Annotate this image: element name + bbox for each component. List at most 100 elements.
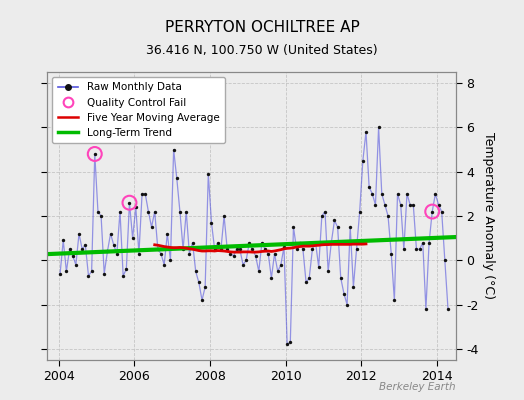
Point <box>438 208 446 215</box>
Point <box>252 253 260 259</box>
Point <box>75 230 83 237</box>
Point <box>311 239 320 246</box>
Point <box>141 191 149 197</box>
Point <box>208 220 216 226</box>
Point <box>255 268 263 274</box>
Point <box>400 246 408 252</box>
Point <box>103 248 112 255</box>
Point <box>425 239 433 246</box>
Point <box>214 239 222 246</box>
Point <box>122 266 130 272</box>
Point <box>100 270 108 277</box>
Point <box>375 124 383 130</box>
Point <box>343 302 351 308</box>
Point <box>409 202 418 208</box>
Point <box>163 230 171 237</box>
Point <box>182 208 190 215</box>
Point <box>191 268 200 274</box>
Point <box>416 246 424 252</box>
Point <box>220 213 228 219</box>
Point <box>381 202 389 208</box>
Point <box>113 250 121 257</box>
Point <box>299 246 307 252</box>
Point <box>277 262 285 268</box>
Text: Berkeley Earth: Berkeley Earth <box>379 382 456 392</box>
Point <box>394 191 402 197</box>
Point <box>292 246 301 252</box>
Point <box>444 306 452 312</box>
Point <box>286 339 294 346</box>
Point <box>69 253 77 259</box>
Point <box>324 268 332 274</box>
Point <box>355 208 364 215</box>
Legend: Raw Monthly Data, Quality Control Fail, Five Year Moving Average, Long-Term Tren: Raw Monthly Data, Quality Control Fail, … <box>52 77 225 143</box>
Point <box>387 250 396 257</box>
Point <box>308 246 316 252</box>
Point <box>84 273 93 279</box>
Point <box>336 275 345 281</box>
Point <box>217 246 225 252</box>
Text: PERRYTON OCHILTREE AP: PERRYTON OCHILTREE AP <box>165 20 359 35</box>
Point <box>412 246 421 252</box>
Y-axis label: Temperature Anomaly (°C): Temperature Anomaly (°C) <box>482 132 495 300</box>
Point <box>242 257 250 264</box>
Point <box>88 268 96 274</box>
Point <box>194 279 203 286</box>
Point <box>358 158 367 164</box>
Point <box>125 200 134 206</box>
Point <box>406 202 414 208</box>
Point <box>397 202 405 208</box>
Point <box>91 151 99 157</box>
Point <box>330 217 339 224</box>
Point <box>296 239 304 246</box>
Point <box>198 297 206 303</box>
Point <box>248 246 257 252</box>
Point <box>172 175 181 182</box>
Point <box>72 262 80 268</box>
Point <box>314 264 323 270</box>
Point <box>261 246 269 252</box>
Point <box>258 239 266 246</box>
Point <box>157 250 165 257</box>
Point <box>144 208 152 215</box>
Point <box>365 184 373 190</box>
Point <box>403 191 411 197</box>
Point <box>384 213 392 219</box>
Point <box>333 224 342 230</box>
Point <box>211 246 219 252</box>
Point <box>362 129 370 135</box>
Point <box>166 257 174 264</box>
Point <box>135 250 143 257</box>
Point <box>327 239 335 246</box>
Point <box>59 237 68 244</box>
Point <box>179 246 187 252</box>
Point <box>150 208 159 215</box>
Point <box>289 224 298 230</box>
Point <box>302 279 310 286</box>
Point <box>138 191 146 197</box>
Point <box>223 246 232 252</box>
Point <box>346 224 354 230</box>
Point <box>264 250 272 257</box>
Point <box>230 253 238 259</box>
Point <box>147 224 156 230</box>
Point <box>66 246 74 252</box>
Point <box>305 275 313 281</box>
Point <box>283 341 291 348</box>
Point <box>340 290 348 297</box>
Point <box>422 306 430 312</box>
Point <box>160 262 168 268</box>
Point <box>236 246 244 252</box>
Point <box>62 268 71 274</box>
Point <box>245 239 254 246</box>
Point <box>368 191 377 197</box>
Point <box>188 239 196 246</box>
Point <box>106 230 115 237</box>
Point <box>201 284 210 290</box>
Point <box>428 208 436 215</box>
Point <box>233 246 241 252</box>
Point <box>349 284 357 290</box>
Point <box>116 208 124 215</box>
Point <box>97 213 105 219</box>
Point <box>270 250 279 257</box>
